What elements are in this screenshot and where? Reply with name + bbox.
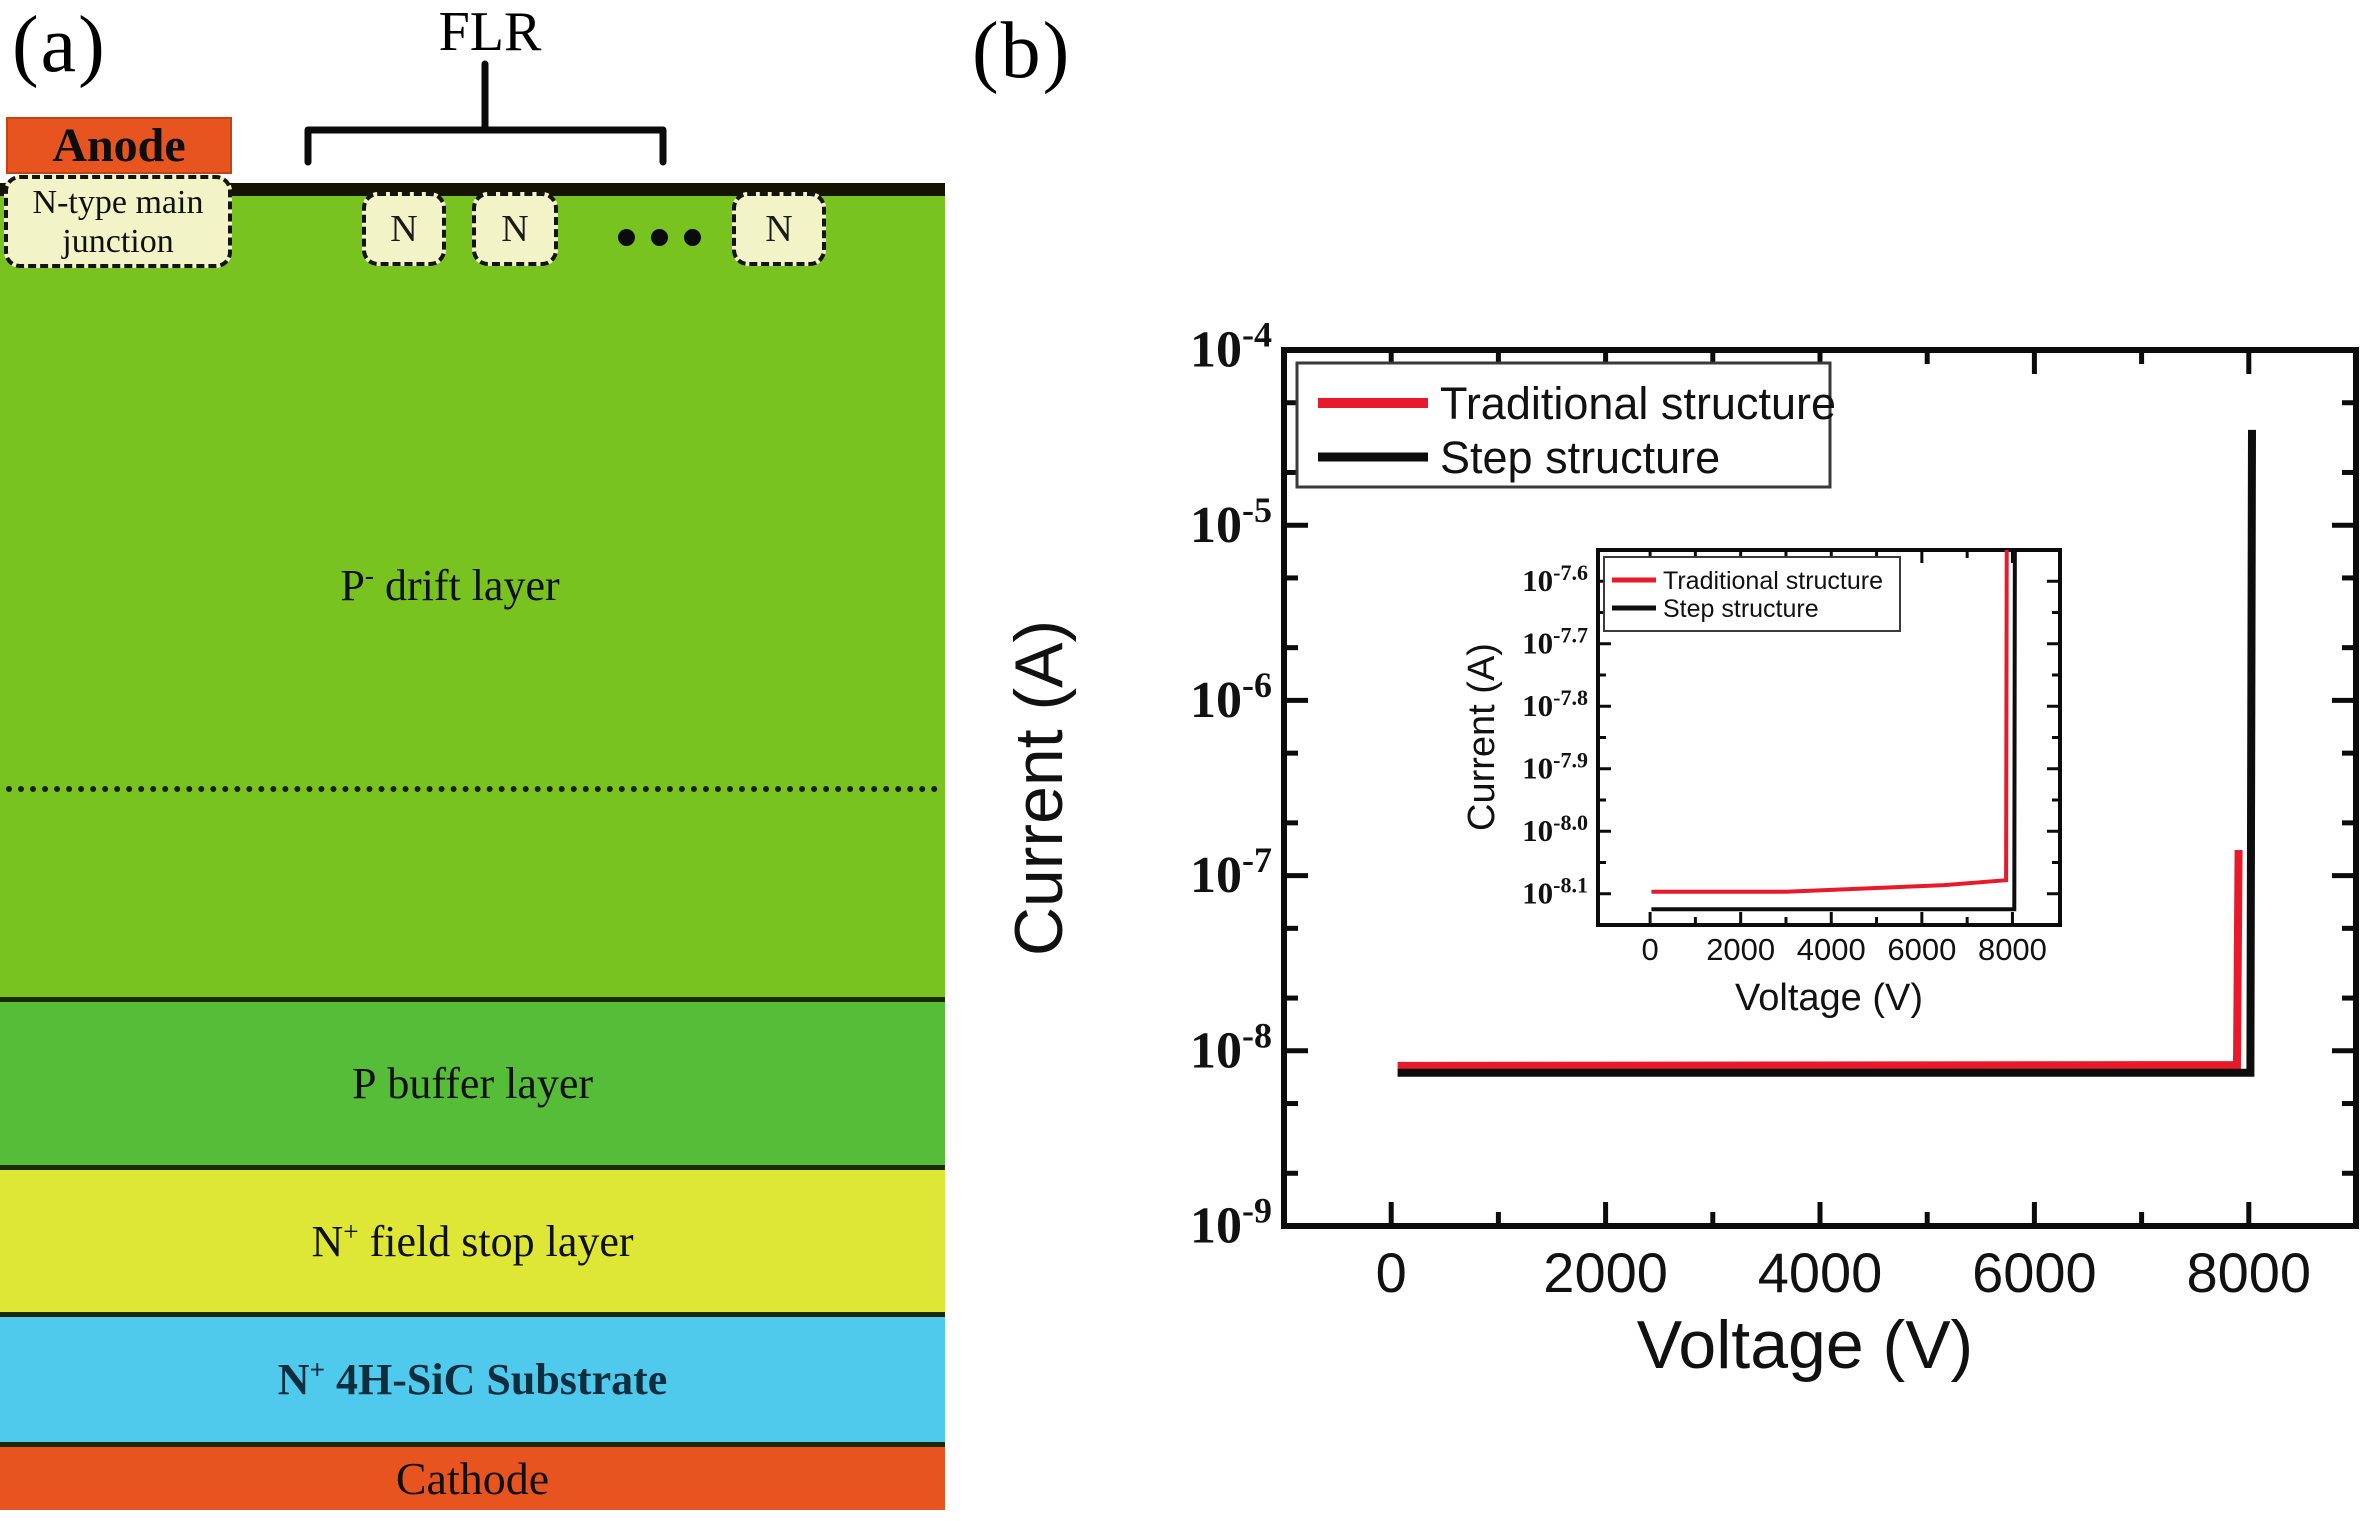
inset-chart-y-tick-label: 10-8.1 bbox=[1522, 873, 1588, 911]
main-chart-x-tick-label: 2000 bbox=[1543, 1241, 1668, 1304]
flr-n-ring-2: N bbox=[472, 192, 558, 266]
main-chart-y-tick-label: 10-9 bbox=[1190, 1191, 1272, 1255]
main-chart-series-traditional bbox=[1397, 849, 2243, 1070]
main-chart-legend-label: Step structure bbox=[1440, 432, 1720, 483]
n-type-main-junction-box: N-type main junction bbox=[4, 175, 232, 268]
layer-p-buffer: P buffer layer bbox=[0, 1002, 945, 1165]
inset-chart-x-axis-title: Voltage (V) bbox=[1735, 977, 1923, 1019]
layer-boundary bbox=[0, 1312, 945, 1317]
main-chart-x-tick-label: 4000 bbox=[1758, 1241, 1883, 1304]
main-chart-y-axis-title: Current (A) bbox=[1001, 620, 1077, 956]
main-chart-x-tick-label: 6000 bbox=[1972, 1241, 2097, 1304]
layer-n-field-stop: N+ field stop layer bbox=[0, 1170, 945, 1312]
main-chart-x-tick-label: 8000 bbox=[2187, 1241, 2312, 1304]
layer-boundary bbox=[0, 1165, 945, 1170]
junction-label-line1: N-type main bbox=[32, 183, 204, 221]
layer-n-substrate: N+ 4H-SiC Substrate bbox=[0, 1317, 945, 1442]
inset-chart-x-tick-label: 6000 bbox=[1887, 932, 1956, 967]
main-chart-x-tick-label: 0 bbox=[1376, 1241, 1407, 1304]
main-chart-series bbox=[1397, 429, 2256, 1077]
anode-box: Anode bbox=[6, 117, 232, 174]
main-chart-y-tick-label: 10-5 bbox=[1190, 490, 1272, 554]
inset-chart-x-tick-label: 2000 bbox=[1706, 932, 1775, 967]
inset-chart-y-tick-label: 10-7.9 bbox=[1522, 748, 1588, 786]
inset-chart-series-traditional bbox=[1651, 550, 2009, 894]
anode-label: Anode bbox=[52, 119, 186, 172]
inset-chart-y-axis-title: Current (A) bbox=[1461, 643, 1503, 831]
inset-chart: 0 2000 4000 6000 8000 10-7.6 10-7.7 10-7.8 10-7.… bbox=[1461, 548, 2062, 1019]
panel-a-label: (a) bbox=[12, 1, 107, 89]
panel-b-label: (b) bbox=[972, 7, 1072, 95]
flr-bracket-icon bbox=[304, 60, 667, 166]
layer-boundary bbox=[0, 1442, 945, 1447]
flr-n-ring-1: N bbox=[362, 192, 446, 266]
inset-chart-y-tick-label: 10-8.0 bbox=[1522, 810, 1588, 848]
main-chart: 0 2000 4000 6000 8000 10-4 10-5 10-6 10-7 10-8 10-… bbox=[1001, 315, 2359, 1383]
inset-chart-x-tick-label: 0 bbox=[1641, 932, 1658, 967]
ellipsis-dot bbox=[651, 229, 668, 246]
inset-chart-series-step bbox=[1651, 550, 2017, 912]
layer-p-drift bbox=[0, 196, 945, 997]
layer-boundary bbox=[0, 997, 945, 1002]
main-chart-y-tick-label: 10-8 bbox=[1190, 1015, 1272, 1079]
main-chart-legend-box bbox=[1295, 361, 1832, 489]
inset-chart-legend-label: Traditional structure bbox=[1663, 567, 1883, 595]
main-chart-x-axis-title: Voltage (V) bbox=[1637, 1307, 1973, 1383]
flr-n-ring-3: N bbox=[732, 192, 826, 266]
panel-a-device-diagram: (a) FLR P- drift layer Anode N-type main… bbox=[0, 0, 960, 1521]
main-chart-legend-label: Traditional structure bbox=[1440, 378, 1836, 429]
inset-chart-series bbox=[1651, 550, 2017, 912]
ellipsis-dot bbox=[618, 229, 635, 246]
inset-chart-x-tick-label: 8000 bbox=[1978, 932, 2047, 967]
inset-chart-legend-box bbox=[1603, 556, 1901, 632]
inset-chart-y-tick-label: 10-7.6 bbox=[1522, 560, 1588, 598]
main-chart-ticks bbox=[1284, 347, 2356, 1229]
inset-chart-x-tick-label: 4000 bbox=[1797, 932, 1866, 967]
surface-line bbox=[0, 183, 945, 196]
flr-label: FLR bbox=[438, 1, 542, 63]
main-chart-y-tick-label: 10-6 bbox=[1190, 665, 1272, 729]
inset-chart-y-tick-label: 10-7.7 bbox=[1522, 623, 1588, 661]
layer-cathode: Cathode bbox=[0, 1447, 945, 1510]
main-chart-y-tick-label: 10-4 bbox=[1190, 315, 1272, 379]
junction-label-line2: junction bbox=[62, 222, 174, 260]
ellipsis-dot bbox=[684, 229, 701, 246]
inset-chart-y-tick-label: 10-7.8 bbox=[1522, 685, 1588, 723]
main-chart-series-step bbox=[1397, 429, 2256, 1077]
inset-chart-legend-label: Step structure bbox=[1663, 595, 1819, 623]
drift-dashed-line bbox=[6, 786, 938, 792]
layer-p-drift-label: P- drift layer bbox=[340, 560, 560, 610]
main-chart-y-tick-label: 10-7 bbox=[1190, 840, 1272, 904]
